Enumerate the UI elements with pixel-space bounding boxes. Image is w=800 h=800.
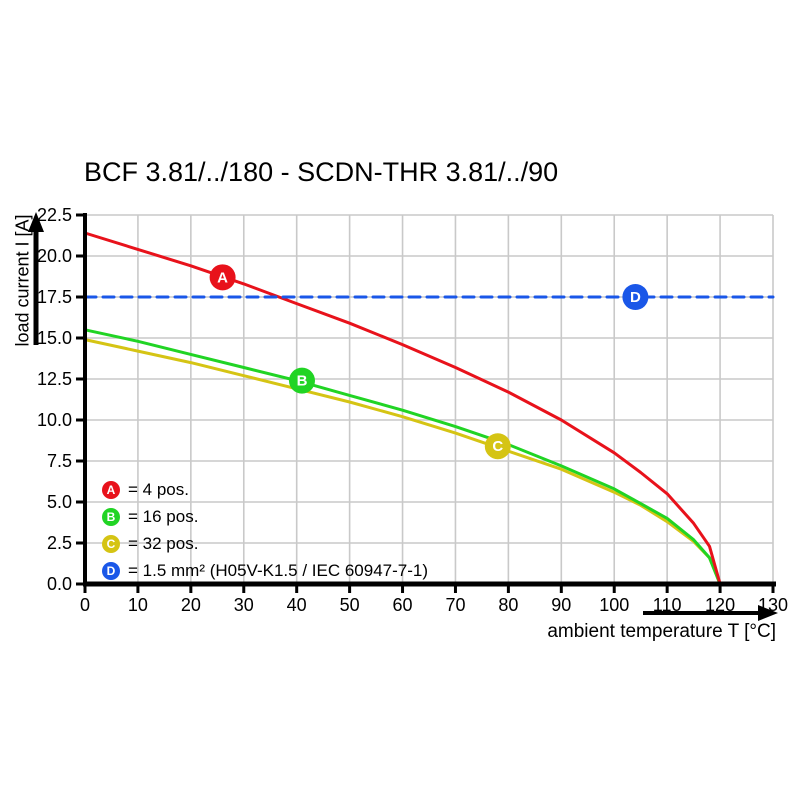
legend-marker-d-icon: D bbox=[102, 561, 120, 580]
y-tick-label: 5.0 bbox=[47, 492, 72, 512]
y-tick-label: 7.5 bbox=[47, 451, 72, 471]
x-tick-label: 50 bbox=[340, 595, 360, 615]
y-tick-label: 15.0 bbox=[37, 328, 72, 348]
axes-spines bbox=[76, 213, 776, 593]
legend-item-b: B = 16 pos. bbox=[102, 503, 428, 530]
x-tick-label: 0 bbox=[80, 595, 90, 615]
series-C-marker bbox=[484, 433, 511, 460]
y-tick-label: 17.5 bbox=[37, 287, 72, 307]
series-D-marker bbox=[622, 284, 649, 310]
x-tick-label: 70 bbox=[445, 595, 465, 615]
series-A-marker bbox=[209, 264, 236, 291]
series-B-marker bbox=[288, 367, 315, 394]
series-C-line bbox=[83, 338, 722, 586]
legend-label-b: = 16 pos. bbox=[128, 506, 199, 526]
y-tick-label: 0.0 bbox=[47, 574, 72, 594]
x-axis-arrow-icon bbox=[643, 605, 778, 621]
x-tick-label: 100 bbox=[599, 595, 629, 615]
y-tick-label: 10.0 bbox=[37, 410, 72, 430]
chart-title: BCF 3.81/../180 - SCDN-THR 3.81/../90 bbox=[84, 157, 559, 187]
legend-item-a: A = 4 pos. bbox=[102, 476, 428, 503]
tick-labels: 0 10 20 30 40 50 60 70 80 90 100 110 120 1300.02.55.0… bbox=[37, 205, 788, 615]
series-D-marker-letter: D bbox=[630, 289, 641, 306]
legend-item-d: D = 1.5 mm² (H05V-K1.5 / IEC 60947-7-1) bbox=[102, 557, 428, 584]
grid-lines bbox=[85, 214, 774, 584]
y-axis-arrow-icon bbox=[28, 212, 44, 345]
x-tick-label: 10 bbox=[128, 595, 148, 615]
legend-label-d: = 1.5 mm² (H05V-K1.5 / IEC 60947-7-1) bbox=[128, 560, 428, 580]
curve-markers: C B A D bbox=[209, 264, 649, 460]
series-A-marker-letter: A bbox=[217, 269, 228, 286]
legend-marker-b-icon: B bbox=[102, 507, 120, 526]
x-tick-label: 40 bbox=[287, 595, 307, 615]
legend: A = 4 pos. B = 16 pos. C = 32 pos. D = 1… bbox=[102, 476, 428, 584]
legend-label-a: = 4 pos. bbox=[128, 479, 189, 499]
series-B-line bbox=[83, 328, 722, 586]
x-tick-label: 30 bbox=[234, 595, 254, 615]
y-tick-label: 12.5 bbox=[37, 369, 72, 389]
x-tick-label: 110 bbox=[653, 595, 682, 615]
x-axis-label: ambient temperature T [°C] bbox=[547, 621, 776, 642]
legend-label-c: = 32 pos. bbox=[128, 533, 199, 553]
x-tick-label: 80 bbox=[498, 595, 518, 615]
series-C-marker-letter: C bbox=[492, 438, 503, 455]
y-tick-label: 20.0 bbox=[37, 246, 72, 266]
legend-marker-a-icon: A bbox=[102, 480, 120, 499]
x-tick-label: 20 bbox=[181, 595, 201, 615]
y-tick-label: 2.5 bbox=[47, 533, 72, 553]
x-tick-label: 120 bbox=[705, 595, 735, 615]
series-B-marker-letter: B bbox=[297, 373, 308, 390]
legend-marker-c-icon: C bbox=[102, 534, 120, 553]
x-tick-label: 90 bbox=[551, 595, 571, 615]
y-tick-label: 22.5 bbox=[37, 205, 72, 225]
x-tick-label: 60 bbox=[393, 595, 413, 615]
legend-item-c: C = 32 pos. bbox=[102, 530, 428, 557]
